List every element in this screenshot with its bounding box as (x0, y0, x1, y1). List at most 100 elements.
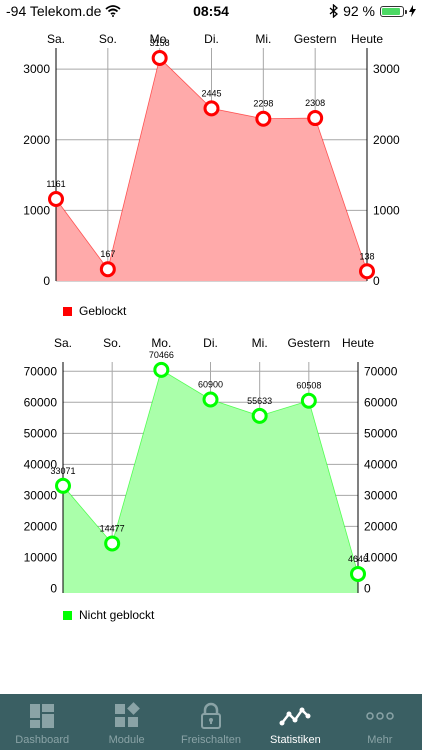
legend-label: Nicht geblockt (79, 608, 155, 622)
series-area (63, 369, 358, 593)
data-label: 1161 (46, 179, 65, 189)
module-icon (113, 702, 141, 730)
data-point (99, 261, 116, 278)
category-label: Mi. (252, 336, 268, 350)
y-tick-label-right: 1000 (373, 203, 400, 217)
status-bar: -94 Telekom.de 08:54 92 % (0, 0, 422, 24)
tab-statistiken[interactable]: Statistiken (253, 694, 337, 750)
more-icon (365, 702, 395, 730)
data-label: 55633 (247, 396, 272, 406)
y-tick-label-left: 40000 (24, 457, 58, 471)
y-tick-label-right: 3000 (373, 62, 400, 76)
charging-icon (409, 5, 416, 17)
data-label: 138 (359, 251, 374, 261)
data-point (300, 392, 317, 409)
tab-label: Dashboard (15, 734, 70, 746)
tab-label: Mehr (367, 734, 393, 746)
data-point (55, 477, 71, 494)
y-tick-label-left: 1000 (23, 203, 50, 217)
legend-swatch (63, 306, 72, 316)
status-time: 08:54 (193, 3, 229, 19)
y-tick-label-left: 10000 (24, 550, 58, 564)
tab-label: Statistiken (270, 734, 321, 746)
y-tick-label-left: 0 (50, 581, 57, 594)
status-left: -94 Telekom.de (6, 3, 122, 19)
data-label: 2445 (201, 88, 221, 98)
data-label: 33071 (50, 466, 75, 476)
y-tick-label-right: 70000 (364, 364, 398, 378)
data-label: 4646 (348, 554, 368, 564)
category-label: Heute (351, 32, 383, 46)
tab-mehr[interactable]: Mehr (338, 694, 422, 750)
data-point (307, 110, 324, 127)
tab-label: Module (108, 734, 145, 746)
data-point (359, 263, 375, 280)
y-tick-label-left: 3000 (23, 62, 50, 76)
allowed-legend: Nicht geblockt (63, 608, 154, 622)
y-tick-label-right: 0 (364, 581, 371, 594)
legend-swatch (63, 610, 72, 620)
category-label: Sa. (54, 336, 72, 350)
y-tick-label-right: 40000 (364, 457, 398, 471)
data-label: 167 (100, 249, 115, 259)
data-point (104, 535, 121, 552)
category-label: Gestern (294, 32, 337, 46)
statistics-icon (279, 702, 311, 730)
data-label: 14477 (100, 523, 125, 533)
data-label: 70466 (149, 350, 174, 360)
data-label: 3158 (150, 38, 170, 48)
category-label: Di. (203, 336, 218, 350)
data-point (202, 391, 219, 408)
lock-icon (197, 702, 225, 730)
category-label: Sa. (47, 32, 65, 46)
y-tick-label-right: 20000 (364, 519, 398, 533)
data-label: 60508 (296, 381, 321, 391)
series-area (56, 58, 367, 281)
y-tick-label-left: 20000 (24, 519, 58, 533)
data-point (48, 191, 64, 208)
data-point (350, 565, 366, 582)
battery-percent: 92 % (343, 3, 375, 19)
y-tick-label-left: 70000 (24, 364, 58, 378)
battery-icon (380, 5, 407, 17)
tab-label: Freischalten (181, 734, 241, 746)
dashboard-icon (28, 702, 56, 730)
category-label: Mo. (150, 32, 170, 46)
allowed-chart: Sa. So. Mo. Di. Mi. Gestern Heute 0 0 10000 10000 2… (24, 336, 398, 594)
y-tick-label-right: 2000 (373, 133, 400, 147)
data-point (251, 407, 268, 424)
tab-dashboard[interactable]: Dashboard (0, 694, 84, 750)
blocked-chart: Sa. So. Mo. Di. Mi. Gestern Heute 0 0 1000 1000 200… (23, 32, 400, 288)
y-tick-label-left: 2000 (23, 133, 50, 147)
carrier-text: -94 Telekom.de (6, 3, 102, 19)
tab-freischalten[interactable]: Freischalten (169, 694, 253, 750)
category-label: Mi. (255, 32, 271, 46)
wifi-icon (105, 5, 122, 17)
category-label: Heute (342, 336, 374, 350)
legend-label: Geblockt (79, 304, 127, 318)
y-tick-label-right: 50000 (364, 426, 398, 440)
data-point (255, 110, 272, 127)
data-label: 2298 (253, 99, 273, 109)
data-label: 2308 (305, 98, 325, 108)
blocked-legend: Geblockt (63, 304, 126, 318)
tab-bar: Dashboard Module Freischalten (0, 694, 422, 750)
y-tick-label-left: 60000 (24, 395, 58, 409)
data-point (203, 100, 220, 117)
y-tick-label-right: 60000 (364, 395, 398, 409)
data-label: 60900 (198, 380, 223, 390)
category-label: Mo. (151, 336, 171, 350)
category-label: Di. (204, 32, 219, 46)
category-label: So. (103, 336, 121, 350)
bluetooth-icon (329, 4, 339, 18)
status-right: 92 % (329, 3, 416, 19)
y-tick-label-right: 10000 (364, 550, 398, 564)
y-tick-label-left: 0 (43, 274, 50, 288)
y-tick-label-right: 30000 (364, 488, 398, 502)
tab-module[interactable]: Module (84, 694, 168, 750)
data-point (151, 50, 168, 67)
category-label: Gestern (287, 336, 330, 350)
y-tick-label-left: 30000 (24, 488, 58, 502)
data-point (153, 361, 170, 378)
y-tick-label-right: 0 (373, 274, 380, 288)
